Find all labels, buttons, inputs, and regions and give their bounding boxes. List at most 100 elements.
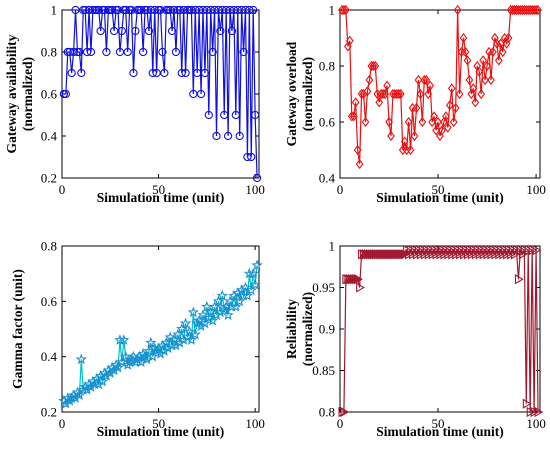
data-point (156, 339, 169, 351)
data-point (93, 378, 105, 390)
data-point (365, 74, 374, 86)
data-point (355, 158, 364, 170)
data-point (487, 74, 495, 86)
data-point (138, 47, 148, 57)
data-point (205, 306, 217, 318)
panel-gateway-overload: 0 50 100 0.4 0.6 0.8 1 Simulation time (unit) Ga… (284, 3, 546, 206)
data-point (514, 274, 524, 285)
data-point (532, 244, 542, 256)
data-point (187, 306, 199, 318)
data-point (383, 80, 391, 91)
data-point (224, 295, 236, 307)
data-point (369, 60, 378, 72)
data-point (463, 55, 472, 66)
data-point (424, 88, 433, 100)
y-tick-label: 0.8 (41, 239, 57, 254)
data-point (416, 88, 425, 100)
data-point (193, 314, 205, 326)
data-point (342, 4, 350, 16)
plot-frame (339, 9, 541, 179)
data-point (465, 74, 474, 86)
data-point (77, 68, 86, 78)
data-point (356, 282, 365, 293)
data-point (220, 110, 229, 120)
x-axis-title: Simulation time (unit) (376, 190, 504, 205)
data-point (141, 353, 153, 365)
data-point (86, 47, 96, 57)
data-point (208, 300, 221, 312)
data-point (232, 287, 244, 298)
data-point (430, 111, 438, 122)
data-point (404, 116, 413, 128)
x-tick-label: 100 (526, 182, 546, 197)
data-point (179, 317, 192, 329)
data-point (504, 32, 513, 44)
data-point (158, 47, 167, 57)
data-point (340, 406, 350, 418)
y-axis-title-line: Reliability (284, 299, 299, 359)
data-point (167, 26, 177, 36)
data-point (471, 97, 480, 108)
data-point (118, 334, 130, 345)
data-point (252, 173, 262, 183)
x-axis-title: Simulation time (unit) (376, 424, 504, 439)
data-point (195, 320, 207, 332)
x-tick-label: 0 (59, 182, 66, 197)
data-point (222, 309, 234, 320)
data-point (197, 309, 209, 320)
x-tick-label: 0 (59, 416, 66, 431)
data-point (479, 55, 487, 66)
data-point (82, 47, 92, 57)
data-point (518, 249, 528, 260)
data-point (189, 328, 201, 340)
data-point (455, 88, 464, 100)
data-point (381, 88, 389, 100)
data-point (69, 47, 78, 57)
data-point (245, 5, 254, 15)
data-point (451, 102, 460, 114)
data-point (176, 323, 188, 334)
y-axis-title-line: Gateway availability (4, 34, 19, 153)
data-point (108, 364, 120, 376)
y-tick-label: 0.8 (41, 45, 57, 60)
x-tick-label: 0 (337, 416, 344, 431)
data-point (449, 116, 458, 128)
data-point (394, 88, 403, 100)
data-point (81, 383, 93, 395)
data-point (123, 47, 132, 57)
data-point (251, 259, 263, 271)
data-point (94, 5, 103, 15)
data-point (168, 334, 180, 345)
y-tick-label: 0.85 (312, 363, 335, 378)
data-point (353, 144, 362, 156)
data-point (249, 5, 258, 15)
data-point (235, 131, 244, 141)
data-point (150, 5, 159, 15)
y-tick-label: 1 (329, 239, 336, 254)
x-tick-label: 0 (337, 182, 344, 197)
panel-reliability: 0 50 100 0.8 0.85 0.9 0.95 1 Simulation time (un… (284, 239, 546, 440)
data-point (212, 295, 225, 307)
data-point (387, 130, 395, 142)
y-tick-label: 0.6 (41, 87, 58, 102)
data-point (481, 74, 489, 86)
y-tick-label: 0.8 (319, 59, 335, 74)
x-tick-label: 50 (432, 182, 445, 197)
data-point (96, 375, 109, 387)
data-point (121, 5, 130, 15)
data-point (131, 26, 140, 36)
data-point (112, 361, 124, 373)
data-point (228, 289, 240, 301)
data-point (148, 68, 157, 78)
data-point (137, 5, 146, 15)
series-line (63, 9, 258, 179)
y-tick-label: 1 (51, 3, 58, 18)
y-tick-label: 0.4 (319, 171, 336, 186)
data-point (216, 289, 228, 301)
y-axis-title-line: (normalized) (300, 57, 315, 131)
data-point (496, 38, 505, 49)
data-point (160, 336, 172, 348)
series-line (341, 247, 539, 413)
data-point (420, 74, 429, 86)
